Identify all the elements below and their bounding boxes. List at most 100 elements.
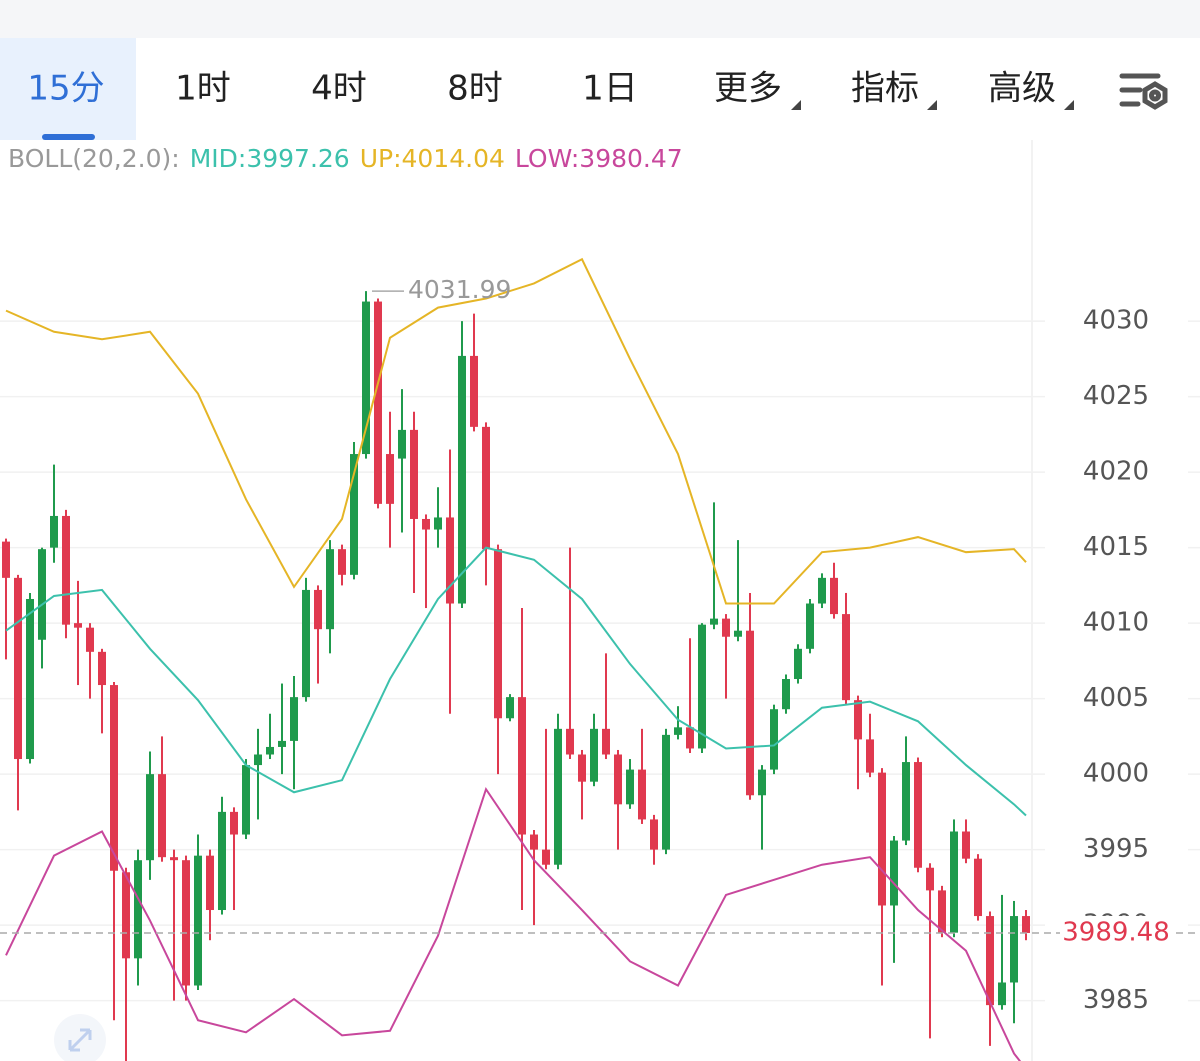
candle-body: [770, 709, 778, 770]
candle-body: [98, 651, 106, 686]
candle-body: [998, 982, 1006, 1006]
candle-body: [926, 867, 934, 891]
active-tab-bg: [0, 38, 136, 140]
dropdown-arrow: [1064, 100, 1074, 110]
candle-body: [638, 769, 646, 820]
tab[interactable]: 15分: [27, 69, 104, 109]
candle-body: [818, 577, 826, 604]
tab[interactable]: 1日: [582, 69, 638, 109]
indicator-line: [5, 546, 1027, 817]
candle-body: [446, 517, 454, 604]
candle-body: [86, 627, 94, 652]
candle-body: [14, 577, 22, 760]
candle-body: [650, 819, 658, 850]
candle-body: [578, 754, 586, 782]
candle-body: [506, 697, 514, 719]
legend-entry: UP:4014.04: [360, 144, 505, 173]
y-tick-label: 4010: [1083, 608, 1149, 638]
settings-icon[interactable]: [1119, 73, 1168, 110]
candle-body: [374, 301, 382, 504]
candle-body: [458, 355, 466, 604]
candle-body: [986, 916, 994, 1006]
candle-body: [890, 840, 898, 906]
candle-body: [590, 728, 598, 782]
candle-body: [662, 734, 670, 850]
candle-body: [758, 769, 766, 796]
candle-body: [254, 754, 262, 766]
candle-body: [326, 549, 334, 630]
candle-body: [170, 857, 178, 861]
candle-body: [1010, 916, 1018, 983]
candle-body: [206, 855, 214, 911]
candle-body: [746, 630, 754, 796]
tab[interactable]: 指标: [851, 69, 919, 109]
candle-body: [386, 454, 394, 504]
candle-body: [938, 890, 946, 933]
candle-body: [530, 834, 538, 850]
candle-body: [482, 426, 490, 550]
candle-body: [122, 872, 130, 959]
active-tab-indicator: [42, 134, 95, 140]
y-tick-label: 3985: [1083, 985, 1149, 1015]
candle-body: [974, 858, 982, 917]
indicator-line: [5, 786, 1022, 1061]
plot: [2, 257, 1030, 1061]
candle-body: [470, 355, 478, 427]
candle-body: [134, 860, 142, 959]
candle-body: [302, 589, 310, 698]
candle-body: [602, 728, 610, 755]
candle-body: [218, 811, 226, 911]
y-tick-label: 4005: [1083, 683, 1149, 713]
top-strip: [0, 0, 1200, 38]
tab[interactable]: 1时: [175, 69, 231, 109]
tab[interactable]: 4时: [311, 69, 367, 109]
candle-body: [962, 831, 970, 859]
candle-body: [62, 515, 70, 625]
candle-body: [518, 697, 526, 835]
candle-body: [830, 577, 838, 615]
tab[interactable]: 8时: [447, 69, 503, 109]
candle-body: [722, 618, 730, 637]
max-label: 4031.99: [408, 275, 511, 304]
candle-body: [542, 849, 550, 865]
candle-body: [266, 746, 274, 755]
candle-body: [350, 454, 358, 575]
candle-body: [434, 517, 442, 530]
candle-body: [806, 603, 814, 649]
candle-body: [410, 429, 418, 519]
candle-body: [734, 630, 742, 637]
candle-body: [686, 727, 694, 749]
candle-body: [710, 618, 718, 625]
candle-body: [338, 549, 346, 575]
tab[interactable]: 更多: [714, 69, 782, 109]
candle-body: [158, 774, 166, 858]
candle-body: [866, 739, 874, 773]
candle-body: [794, 648, 802, 680]
candle-body: [854, 700, 862, 740]
indicator-legend: BOLL(20,2.0): MID:3997.26 UP:4014.04 LOW:39…: [8, 144, 683, 173]
candle-body: [194, 855, 202, 986]
candle-body: [950, 831, 958, 933]
tab[interactable]: 高级: [988, 69, 1056, 109]
grid: [0, 320, 1200, 1002]
legend-entry: MID:3997.26: [190, 144, 350, 173]
candle-body: [182, 860, 190, 986]
candle-body: [914, 762, 922, 868]
expand-icon[interactable]: [54, 1014, 106, 1061]
candle-body: [494, 549, 502, 719]
dropdown-arrow: [791, 100, 801, 110]
candle-body: [614, 754, 622, 805]
candle-body: [674, 727, 682, 735]
y-tick-label: 4000: [1083, 759, 1149, 789]
tab-bar: 15分 1时 4时 8时 1日 更多 指标 高级: [0, 38, 1056, 140]
candle-body: [314, 589, 322, 630]
y-tick-label: 4015: [1083, 532, 1149, 562]
y-tick-label: 4025: [1083, 381, 1149, 411]
candle-body: [422, 518, 430, 530]
candle-body: [626, 769, 634, 805]
last-price-bg: [1060, 915, 1172, 950]
candle-body: [50, 515, 58, 548]
candle-body: [842, 614, 850, 701]
candle-body: [902, 762, 910, 841]
